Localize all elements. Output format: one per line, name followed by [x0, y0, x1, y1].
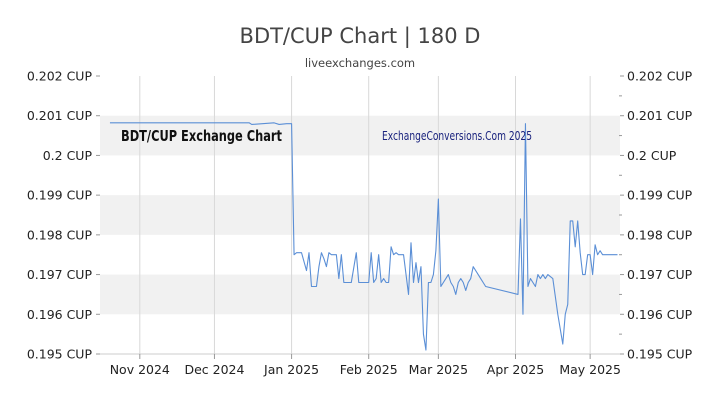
x-tick-label-3: Feb 2025 — [340, 362, 398, 377]
y-tick-label-left-2: 0.2 CUP — [43, 148, 93, 163]
grid-band-1 — [100, 195, 620, 235]
y-tick-label-right-5: 0.197 CUP — [627, 267, 693, 282]
y-tick-label-right-7: 0.195 CUP — [627, 347, 693, 362]
y-tick-label-right-4: 0.198 CUP — [627, 227, 693, 242]
y-tick-label-left-4: 0.198 CUP — [27, 227, 93, 242]
x-tick-label-6: May 2025 — [559, 362, 621, 377]
x-tick-label-0: Nov 2024 — [110, 362, 170, 377]
y-tick-label-left-7: 0.195 CUP — [27, 347, 93, 362]
x-tick-label-2: Jan 2025 — [263, 362, 319, 377]
y-tick-label-left-6: 0.196 CUP — [27, 307, 93, 322]
y-tick-label-left-0: 0.202 CUP — [27, 69, 93, 84]
y-tick-label-right-3: 0.199 CUP — [627, 188, 693, 203]
x-tick-label-4: Mar 2025 — [409, 362, 468, 377]
x-tick-label-5: Apr 2025 — [487, 362, 544, 377]
chart-title: BDT/CUP Chart | 180 D — [239, 24, 481, 48]
grid-band-2 — [100, 274, 620, 315]
chart-subtitle: liveexchanges.com — [304, 56, 416, 70]
y-tick-label-left-3: 0.199 CUP — [27, 188, 93, 203]
y-tick-label-right-1: 0.201 CUP — [627, 108, 693, 123]
annotation-watermark: ExchangeConversions.Com 2025 — [382, 129, 532, 143]
y-tick-label-left-1: 0.201 CUP — [27, 108, 93, 123]
y-tick-label-left-5: 0.197 CUP — [27, 267, 93, 282]
y-tick-label-right-2: 0.2 CUP — [627, 148, 677, 163]
x-tick-label-1: Dec 2024 — [184, 362, 244, 377]
series-line — [109, 122, 618, 351]
y-tick-label-right-6: 0.196 CUP — [627, 307, 693, 322]
annotation-chart-label: BDT/CUP Exchange Chart — [121, 127, 282, 145]
y-tick-label-right-0: 0.202 CUP — [627, 69, 693, 84]
